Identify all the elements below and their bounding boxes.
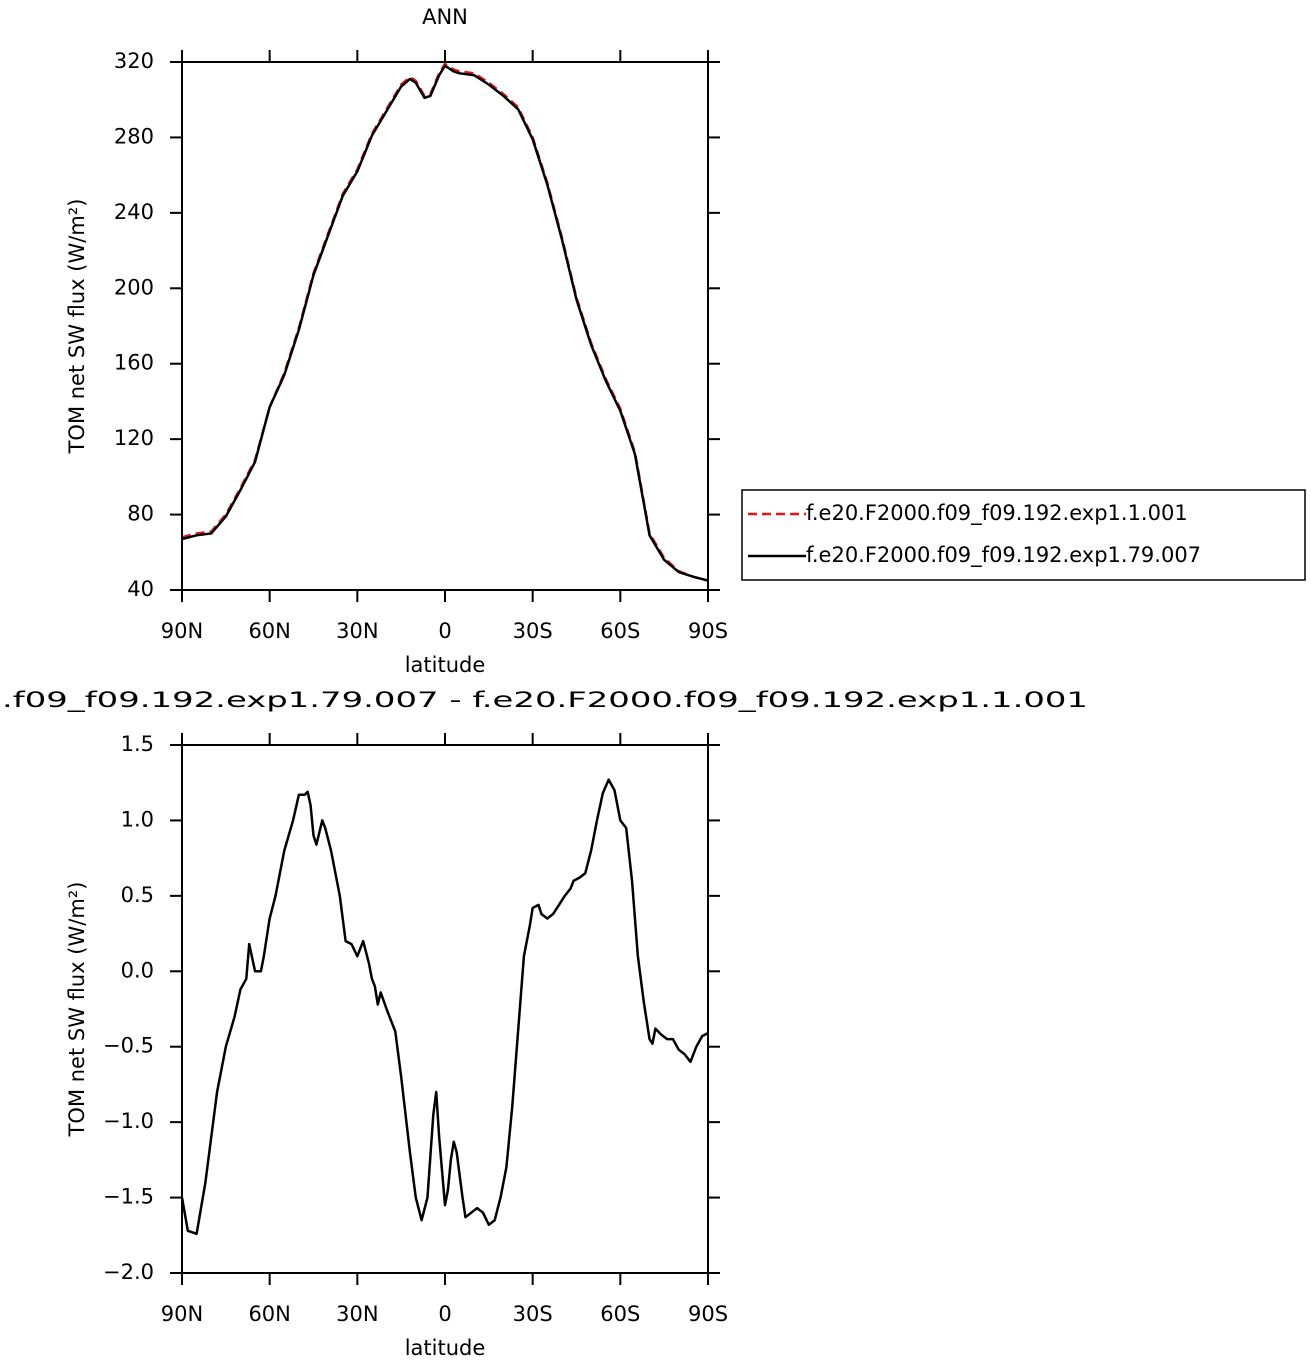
data-line [180,778,709,1236]
x-axis-label: latitude [405,1336,486,1360]
x-tick-label: 30S [513,619,553,643]
y-tick-label: 0.0 [121,958,154,982]
y-tick-label: −1.0 [103,1109,154,1133]
y-tick-label: −0.5 [103,1034,154,1058]
x-tick-label: 60N [248,619,290,643]
data-line [181,62,709,582]
y-tick-label: 80 [127,502,154,526]
legend-label: f.e20.F2000.f09_f09.192.exp1.79.007 [806,543,1201,568]
plot-frame [181,61,709,591]
y-tick-label: −2.0 [103,1260,154,1284]
x-tick-label: 60N [248,1302,290,1326]
legend-box [741,489,1306,581]
y-tick-label: −1.5 [103,1185,154,1209]
y-tick-label: 40 [127,577,154,601]
x-tick-label: 90N [161,619,203,643]
y-tick-label: 320 [114,49,154,73]
x-tick-label: 90N [161,1302,203,1326]
x-tick-label: 90S [688,1302,728,1326]
y-tick-label: 160 [114,351,154,375]
y-tick-label: 1.0 [121,807,154,831]
x-tick-label: 60S [600,619,640,643]
y-tick-label: 240 [114,200,154,224]
chart-title: ANN [422,5,468,29]
x-tick-label: 0 [438,1302,451,1326]
x-tick-label: 30N [336,619,378,643]
x-tick-label: 30S [513,1302,553,1326]
y-tick-label: 200 [114,275,154,299]
x-tick-label: 60S [600,1302,640,1326]
plot-frame [181,744,709,1274]
y-axis-label: TOM net SW flux (W/m²) [65,199,89,455]
x-axis-label: latitude [405,653,486,677]
y-tick-label: 0.5 [121,883,154,907]
x-tick-label: 90S [688,619,728,643]
data-line [181,64,709,582]
legend-label: f.e20.F2000.f09_f09.192.exp1.1.001 [806,501,1188,526]
y-tick-label: 1.5 [121,732,154,756]
y-axis-label: TOM net SW flux (W/m²) [65,882,89,1138]
y-tick-label: 280 [114,124,154,148]
x-tick-label: 30N [336,1302,378,1326]
chart-title: .f09_f09.192.exp1.79.007 - f.e20.F2000.f… [2,688,1088,713]
x-tick-label: 0 [438,619,451,643]
y-tick-label: 120 [114,426,154,450]
